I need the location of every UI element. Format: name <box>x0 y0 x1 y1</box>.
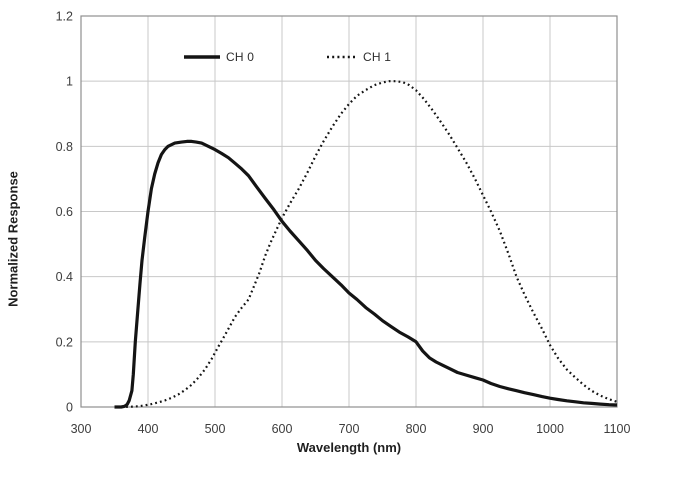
series-line-ch0 <box>114 139 618 409</box>
x-tick-label: 800 <box>406 422 427 436</box>
y-tick-label: 1.2 <box>56 10 73 24</box>
x-tick-label: 700 <box>339 422 360 436</box>
legend-line-solid-icon <box>184 55 220 59</box>
x-tick-label: 600 <box>272 422 293 436</box>
legend-line-dotted-icon <box>327 55 357 59</box>
series-line-ch1 <box>121 80 618 409</box>
legend-label-ch0: CH 0 <box>226 50 255 64</box>
x-tick-label: 1000 <box>536 422 564 436</box>
y-axis-title: Normalized Response <box>5 171 21 307</box>
x-axis-title: Wavelength (nm) <box>296 440 402 455</box>
y-tick-label: 0.4 <box>56 270 73 284</box>
x-tick-label: 300 <box>71 422 92 436</box>
x-tick-label: 1100 <box>604 422 631 436</box>
legend-label-ch1: CH 1 <box>363 50 392 64</box>
plot-border <box>80 15 618 408</box>
x-tick-label: 400 <box>138 422 159 436</box>
legend-item-ch1: CH 1 <box>326 50 391 64</box>
y-tick-label: 0 <box>66 401 73 415</box>
y-tick-label: 0.8 <box>56 140 73 154</box>
y-tick-label: 0.6 <box>56 205 73 219</box>
x-tick-label: 900 <box>473 422 494 436</box>
y-tick-label: 1 <box>66 75 73 89</box>
x-tick-label: 500 <box>205 422 226 436</box>
legend-item-ch0: CH 0 <box>183 50 254 64</box>
y-tick-label: 0.2 <box>56 335 73 349</box>
